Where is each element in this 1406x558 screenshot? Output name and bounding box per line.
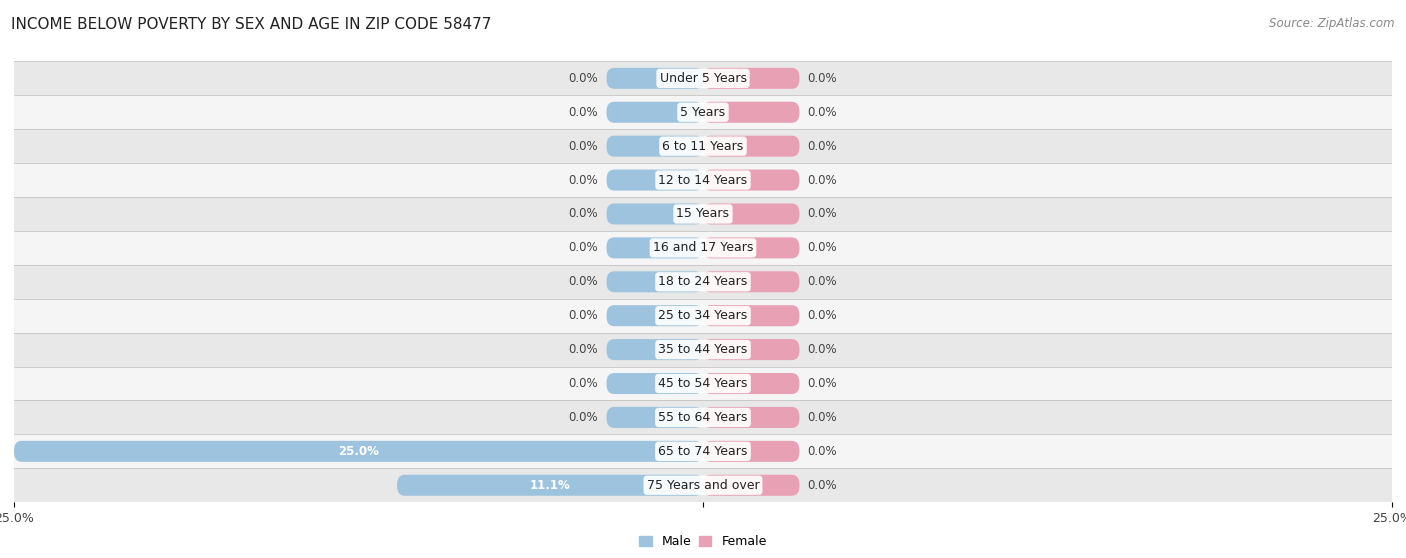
Text: Under 5 Years: Under 5 Years bbox=[659, 72, 747, 85]
Bar bbox=[14, 434, 1392, 468]
FancyBboxPatch shape bbox=[606, 373, 703, 394]
FancyBboxPatch shape bbox=[606, 204, 703, 224]
Text: 0.0%: 0.0% bbox=[807, 140, 838, 153]
Text: 0.0%: 0.0% bbox=[568, 242, 599, 254]
FancyBboxPatch shape bbox=[703, 237, 800, 258]
Text: 0.0%: 0.0% bbox=[568, 411, 599, 424]
Text: 11.1%: 11.1% bbox=[530, 479, 571, 492]
Bar bbox=[14, 231, 1392, 265]
FancyBboxPatch shape bbox=[703, 136, 800, 157]
Text: 55 to 64 Years: 55 to 64 Years bbox=[658, 411, 748, 424]
Text: 0.0%: 0.0% bbox=[568, 377, 599, 390]
FancyBboxPatch shape bbox=[703, 407, 800, 428]
Text: 75 Years and over: 75 Years and over bbox=[647, 479, 759, 492]
FancyBboxPatch shape bbox=[606, 68, 703, 89]
FancyBboxPatch shape bbox=[606, 271, 703, 292]
Text: 25 to 34 Years: 25 to 34 Years bbox=[658, 309, 748, 322]
Bar bbox=[14, 95, 1392, 129]
Text: 0.0%: 0.0% bbox=[568, 343, 599, 356]
FancyBboxPatch shape bbox=[703, 68, 800, 89]
Bar bbox=[14, 299, 1392, 333]
Bar bbox=[14, 197, 1392, 231]
FancyBboxPatch shape bbox=[606, 305, 703, 326]
Text: 0.0%: 0.0% bbox=[807, 377, 838, 390]
Text: 0.0%: 0.0% bbox=[807, 343, 838, 356]
FancyBboxPatch shape bbox=[606, 407, 703, 428]
Text: 0.0%: 0.0% bbox=[807, 242, 838, 254]
FancyBboxPatch shape bbox=[703, 204, 800, 224]
FancyBboxPatch shape bbox=[396, 475, 703, 496]
FancyBboxPatch shape bbox=[703, 271, 800, 292]
Text: 0.0%: 0.0% bbox=[807, 174, 838, 186]
Text: 18 to 24 Years: 18 to 24 Years bbox=[658, 275, 748, 288]
Text: 35 to 44 Years: 35 to 44 Years bbox=[658, 343, 748, 356]
Text: INCOME BELOW POVERTY BY SEX AND AGE IN ZIP CODE 58477: INCOME BELOW POVERTY BY SEX AND AGE IN Z… bbox=[11, 17, 492, 32]
FancyBboxPatch shape bbox=[703, 339, 800, 360]
Bar bbox=[14, 367, 1392, 401]
Text: 0.0%: 0.0% bbox=[807, 445, 838, 458]
Text: 45 to 54 Years: 45 to 54 Years bbox=[658, 377, 748, 390]
FancyBboxPatch shape bbox=[703, 373, 800, 394]
Text: 65 to 74 Years: 65 to 74 Years bbox=[658, 445, 748, 458]
Text: 0.0%: 0.0% bbox=[568, 309, 599, 322]
Text: 16 and 17 Years: 16 and 17 Years bbox=[652, 242, 754, 254]
Bar bbox=[14, 163, 1392, 197]
Text: 0.0%: 0.0% bbox=[568, 275, 599, 288]
Text: 0.0%: 0.0% bbox=[568, 140, 599, 153]
Bar bbox=[14, 401, 1392, 434]
FancyBboxPatch shape bbox=[703, 441, 800, 462]
FancyBboxPatch shape bbox=[606, 102, 703, 123]
Text: 0.0%: 0.0% bbox=[807, 72, 838, 85]
Bar bbox=[14, 333, 1392, 367]
FancyBboxPatch shape bbox=[703, 102, 800, 123]
Text: 25.0%: 25.0% bbox=[337, 445, 380, 458]
Text: 0.0%: 0.0% bbox=[807, 479, 838, 492]
Text: 5 Years: 5 Years bbox=[681, 106, 725, 119]
Text: 0.0%: 0.0% bbox=[568, 72, 599, 85]
FancyBboxPatch shape bbox=[703, 170, 800, 191]
FancyBboxPatch shape bbox=[606, 170, 703, 191]
Text: 0.0%: 0.0% bbox=[807, 411, 838, 424]
FancyBboxPatch shape bbox=[606, 136, 703, 157]
Text: 0.0%: 0.0% bbox=[568, 174, 599, 186]
FancyBboxPatch shape bbox=[703, 475, 800, 496]
Text: Source: ZipAtlas.com: Source: ZipAtlas.com bbox=[1270, 17, 1395, 30]
FancyBboxPatch shape bbox=[606, 237, 703, 258]
Text: 0.0%: 0.0% bbox=[807, 309, 838, 322]
Bar bbox=[14, 129, 1392, 163]
Text: 0.0%: 0.0% bbox=[807, 275, 838, 288]
Bar bbox=[14, 265, 1392, 299]
Legend: Male, Female: Male, Female bbox=[634, 530, 772, 553]
Text: 0.0%: 0.0% bbox=[807, 208, 838, 220]
Text: 0.0%: 0.0% bbox=[568, 208, 599, 220]
Bar bbox=[14, 468, 1392, 502]
FancyBboxPatch shape bbox=[606, 339, 703, 360]
Text: 0.0%: 0.0% bbox=[807, 106, 838, 119]
Bar bbox=[14, 61, 1392, 95]
Text: 0.0%: 0.0% bbox=[568, 106, 599, 119]
Text: 6 to 11 Years: 6 to 11 Years bbox=[662, 140, 744, 153]
FancyBboxPatch shape bbox=[703, 305, 800, 326]
Text: 12 to 14 Years: 12 to 14 Years bbox=[658, 174, 748, 186]
Text: 15 Years: 15 Years bbox=[676, 208, 730, 220]
FancyBboxPatch shape bbox=[14, 441, 703, 462]
